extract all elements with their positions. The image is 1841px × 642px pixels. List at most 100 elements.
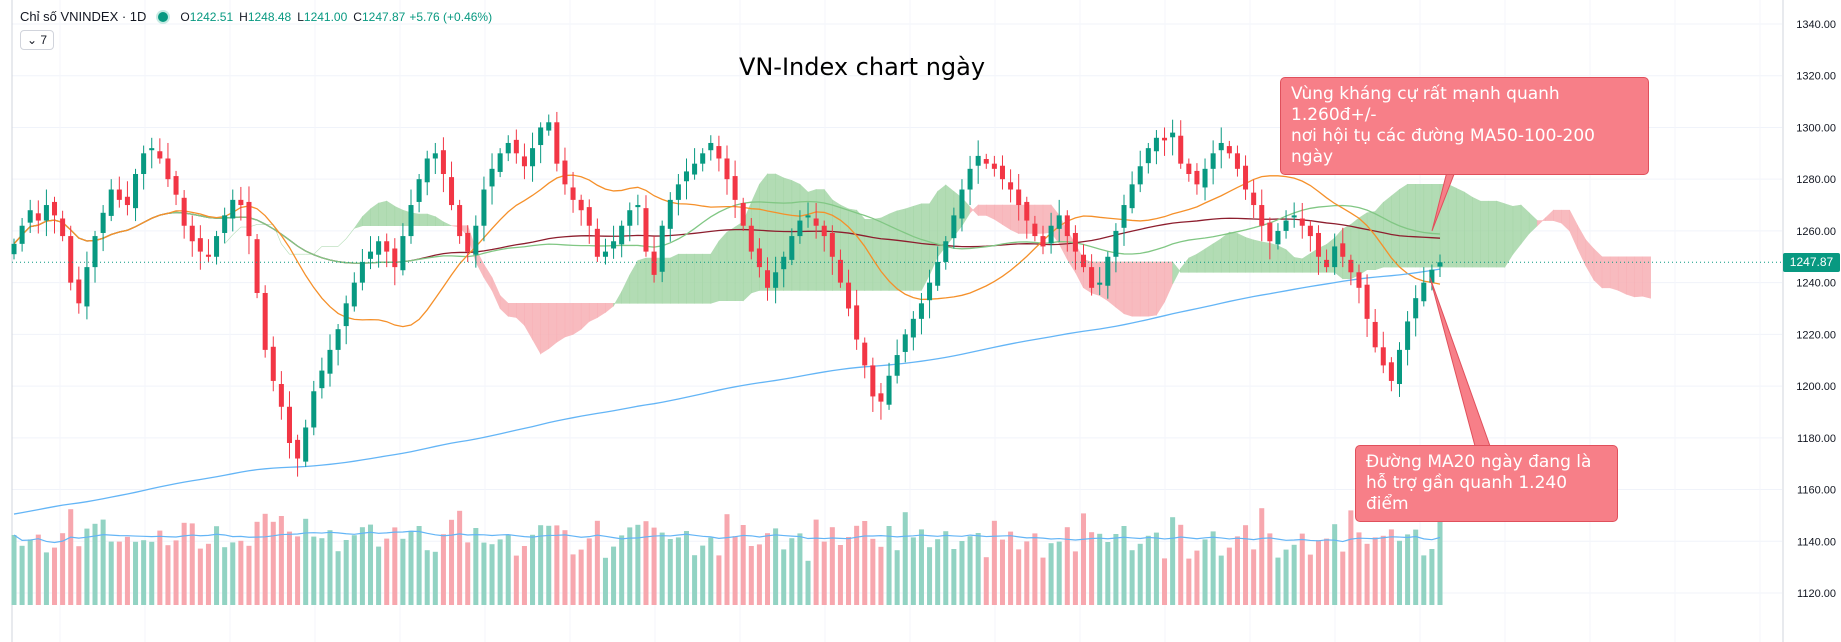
candle[interactable] xyxy=(813,218,819,226)
candle[interactable] xyxy=(627,210,633,226)
candle[interactable] xyxy=(1121,205,1127,228)
candle[interactable] xyxy=(1429,269,1435,283)
candle[interactable] xyxy=(1040,236,1046,247)
candle[interactable] xyxy=(862,342,868,366)
candle[interactable] xyxy=(578,199,584,211)
candle[interactable] xyxy=(959,189,965,219)
candle[interactable] xyxy=(546,122,552,131)
candle[interactable] xyxy=(821,225,827,237)
candle[interactable] xyxy=(764,270,771,288)
candle[interactable] xyxy=(651,251,657,275)
candle[interactable] xyxy=(1202,168,1208,188)
candle[interactable] xyxy=(76,279,82,304)
candle[interactable] xyxy=(124,196,130,206)
candle[interactable] xyxy=(910,318,916,338)
candle[interactable] xyxy=(100,212,106,233)
candle[interactable] xyxy=(983,159,989,164)
candle[interactable] xyxy=(1324,259,1330,268)
indicators-toggle-button[interactable]: ⌄ 7 xyxy=(20,30,55,50)
candle[interactable] xyxy=(1089,267,1095,288)
candle[interactable] xyxy=(311,391,317,428)
candle[interactable] xyxy=(1421,282,1427,302)
candle[interactable] xyxy=(611,241,617,249)
candle[interactable] xyxy=(222,215,228,233)
candle[interactable] xyxy=(473,225,479,255)
candle[interactable] xyxy=(1072,232,1078,252)
candle[interactable] xyxy=(1234,153,1240,169)
candle[interactable] xyxy=(878,393,884,402)
candle[interactable] xyxy=(489,168,495,187)
candle[interactable] xyxy=(683,171,690,182)
candle[interactable] xyxy=(829,232,835,257)
candle[interactable] xyxy=(1056,215,1062,229)
candle[interactable] xyxy=(1162,137,1168,141)
candle[interactable] xyxy=(43,205,49,221)
candle[interactable] xyxy=(1153,137,1159,152)
candle[interactable] xyxy=(991,163,997,169)
candle[interactable] xyxy=(1405,321,1411,350)
candle[interactable] xyxy=(173,176,179,195)
candle[interactable] xyxy=(1380,347,1386,366)
candle[interactable] xyxy=(732,176,738,200)
candle[interactable] xyxy=(797,220,803,237)
candle[interactable] xyxy=(1259,205,1265,226)
candle[interactable] xyxy=(1388,362,1394,381)
candle[interactable] xyxy=(359,261,365,283)
candle[interactable] xyxy=(116,189,122,200)
candle[interactable] xyxy=(343,303,349,327)
candle[interactable] xyxy=(19,225,25,244)
candle[interactable] xyxy=(1186,163,1192,175)
candle[interactable] xyxy=(781,256,787,270)
candle[interactable] xyxy=(1145,148,1151,164)
candle[interactable] xyxy=(1097,282,1103,285)
candle[interactable] xyxy=(262,292,268,350)
candle[interactable] xyxy=(675,184,681,200)
candle[interactable] xyxy=(538,127,544,146)
candle[interactable] xyxy=(870,365,876,397)
candle[interactable] xyxy=(1226,146,1232,154)
candle[interactable] xyxy=(700,153,706,164)
candle[interactable] xyxy=(149,148,155,151)
candle[interactable] xyxy=(416,179,422,202)
candle[interactable] xyxy=(789,236,795,260)
candle[interactable] xyxy=(35,213,41,221)
candle[interactable] xyxy=(1178,135,1184,164)
candle[interactable] xyxy=(400,236,406,271)
candle[interactable] xyxy=(1129,184,1135,209)
candle[interactable] xyxy=(1113,230,1119,257)
candle[interactable] xyxy=(935,261,941,286)
candle[interactable] xyxy=(51,201,58,216)
candle[interactable] xyxy=(1267,222,1273,242)
candle[interactable] xyxy=(27,210,33,223)
candle[interactable] xyxy=(457,205,463,237)
candle[interactable] xyxy=(1032,223,1038,237)
candle[interactable] xyxy=(854,305,860,340)
candle[interactable] xyxy=(1024,201,1030,221)
candle[interactable] xyxy=(602,251,608,257)
candle[interactable] xyxy=(894,355,900,376)
candle[interactable] xyxy=(286,406,292,443)
candle[interactable] xyxy=(943,241,949,262)
candle[interactable] xyxy=(1413,298,1419,319)
candle[interactable] xyxy=(197,238,203,252)
candle[interactable] xyxy=(1396,349,1403,385)
candle[interactable] xyxy=(927,282,933,301)
candle[interactable] xyxy=(449,177,455,206)
candle[interactable] xyxy=(1437,262,1443,267)
candle[interactable] xyxy=(303,427,309,462)
candle[interactable] xyxy=(635,205,641,208)
candle[interactable] xyxy=(392,248,398,268)
candle[interactable] xyxy=(716,146,722,159)
candle[interactable] xyxy=(214,236,220,257)
candle[interactable] xyxy=(68,236,74,283)
candle[interactable] xyxy=(886,375,892,405)
candle[interactable] xyxy=(1048,225,1054,244)
candle[interactable] xyxy=(724,158,730,180)
candle[interactable] xyxy=(270,346,276,381)
candle[interactable] xyxy=(1356,272,1362,288)
candle[interactable] xyxy=(999,165,1005,180)
candle[interactable] xyxy=(837,259,843,283)
candle[interactable] xyxy=(246,201,252,237)
candle[interactable] xyxy=(440,150,446,175)
candle[interactable] xyxy=(756,248,762,268)
